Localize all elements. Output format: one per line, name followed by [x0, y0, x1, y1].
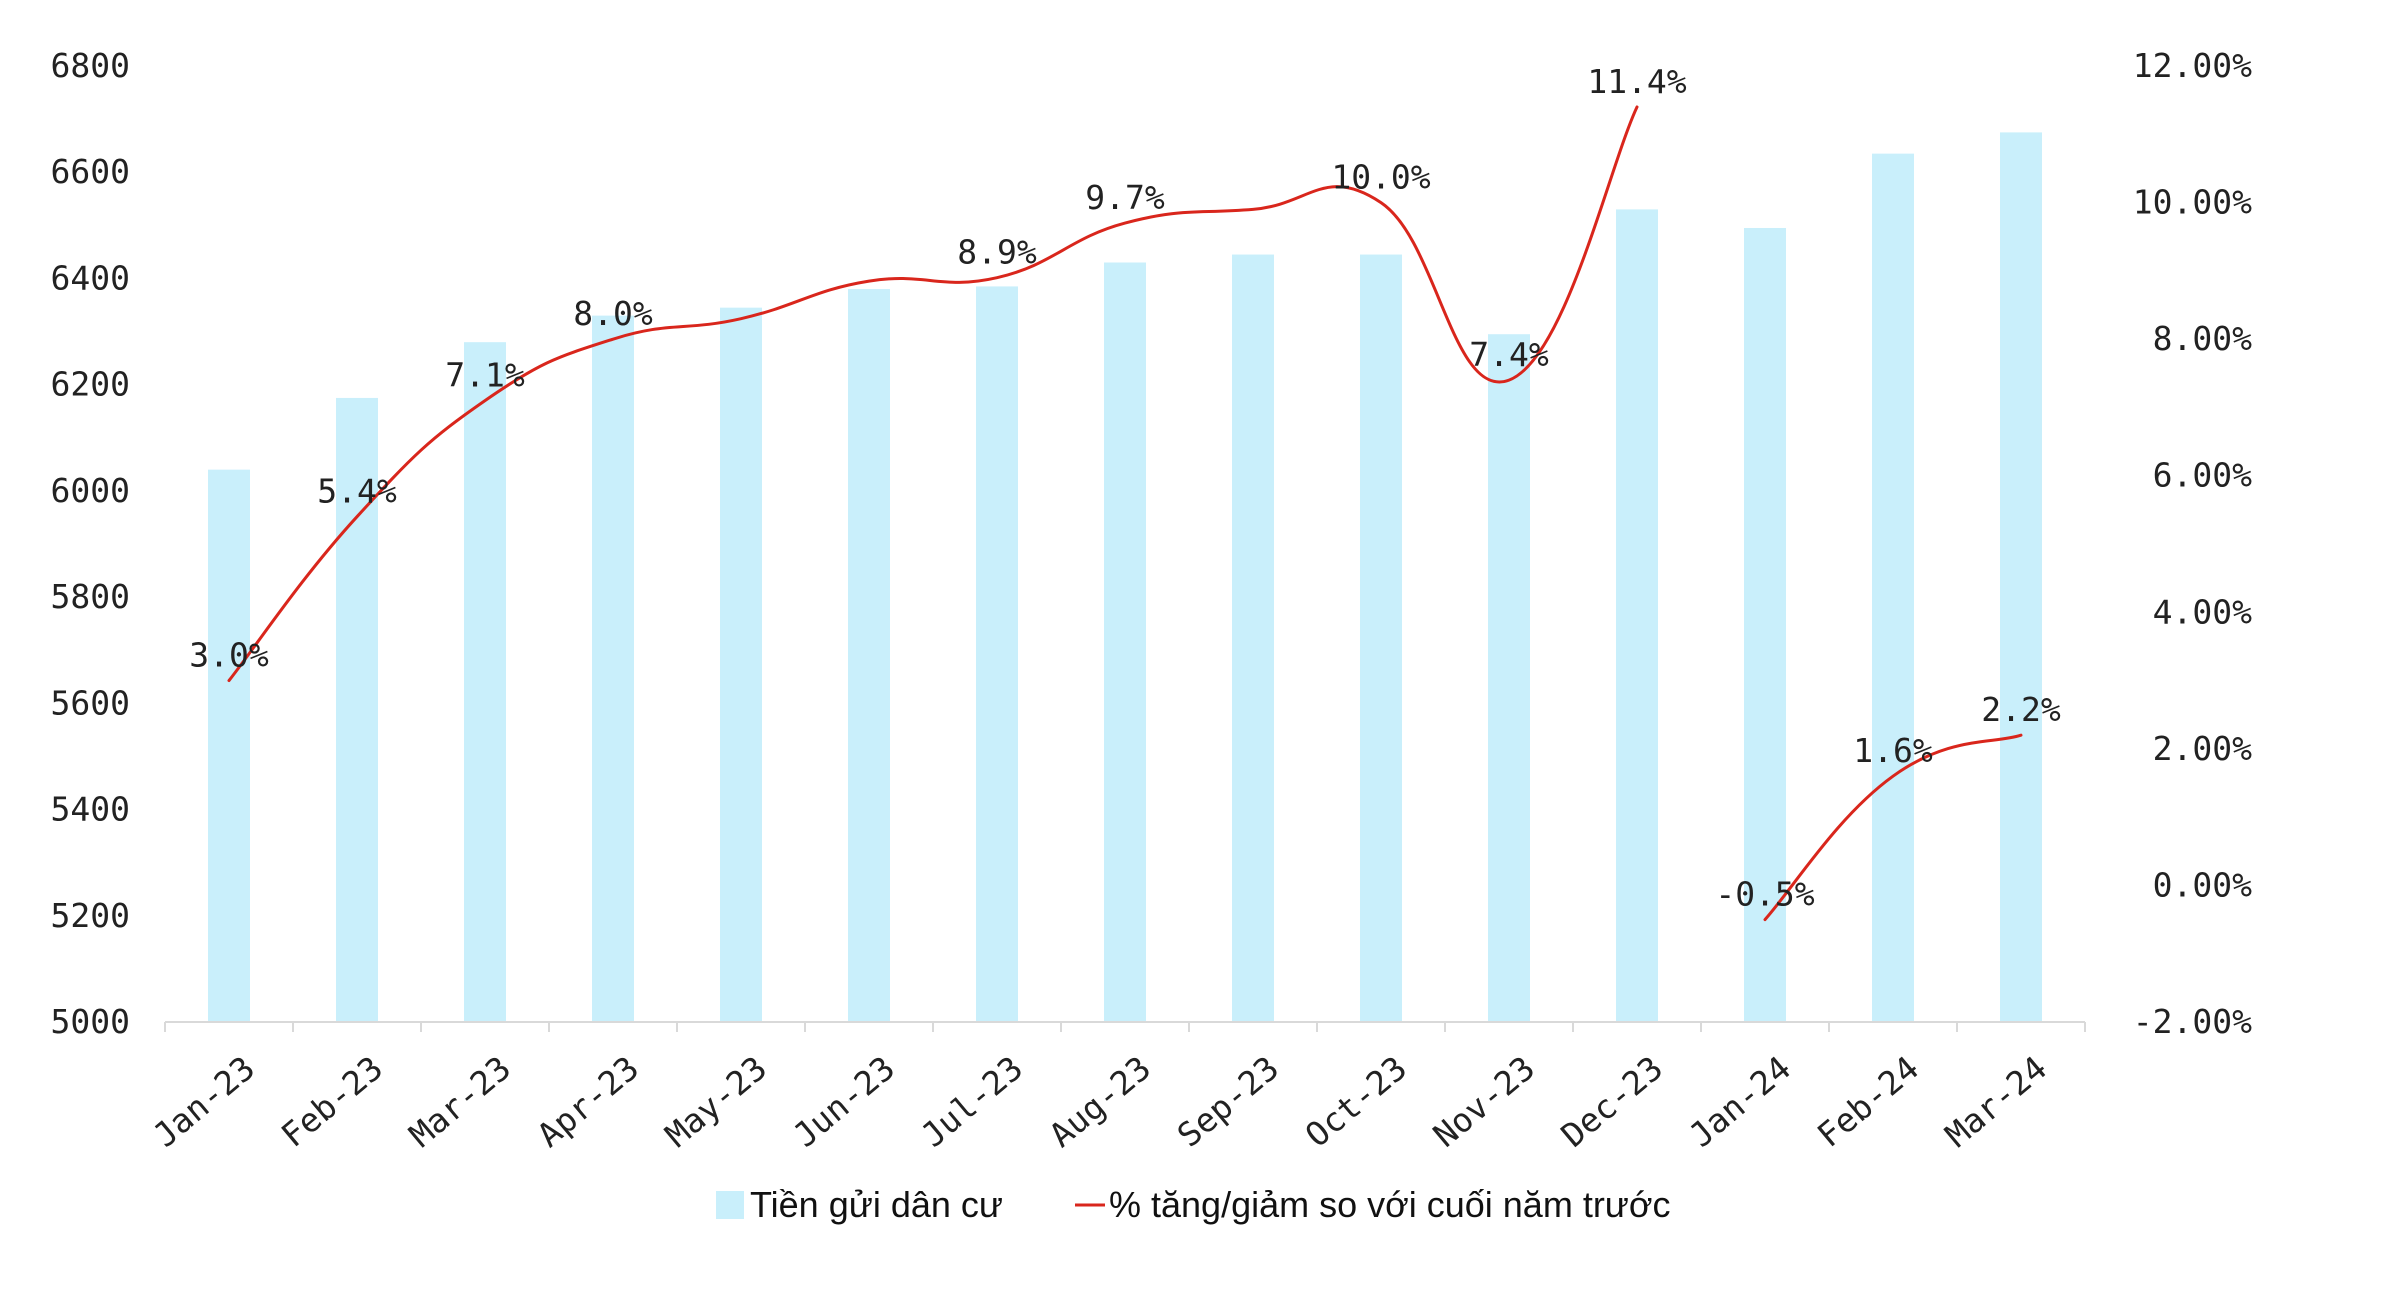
- line-series: [227, 105, 2023, 922]
- x-tick-label: Aug-23: [1042, 1048, 1158, 1155]
- line-data-labels: 3.0% 5.4% 7.1% 8.0% 8.9% 9.7% 10.0% 7.4% 11.4% -0…: [189, 62, 2061, 914]
- left-tick-label: 5200: [51, 896, 130, 935]
- bar-May-23: [720, 307, 762, 1023]
- x-tick-label: Feb-23: [274, 1048, 390, 1155]
- bar-Nov-23: [1488, 334, 1530, 1022]
- data-label-Feb-24: 1.6%: [1853, 731, 1933, 770]
- bar-Mar-23: [464, 342, 506, 1023]
- right-tick-label: 2.00%: [2153, 729, 2252, 768]
- x-tick-label: Jan-23: [146, 1048, 262, 1155]
- right-tick-label: 8.00%: [2153, 319, 2252, 358]
- data-label-Jan-24: -0.5%: [1715, 875, 1814, 914]
- x-tick-label: May-23: [658, 1048, 774, 1155]
- bar-Jan-23: [208, 469, 250, 1023]
- right-axis-ticks: -2.00% 0.00% 2.00% 4.00% 6.00% 8.00% 10.00% 12.…: [2133, 46, 2252, 1041]
- axes: [164, 1021, 2086, 1032]
- x-axis-ticks: Jan-23 Feb-23 Mar-23 Apr-23 May-23 Jun-23 Jul-…: [146, 1048, 2054, 1155]
- left-tick-label: 6400: [51, 258, 130, 297]
- left-tick-label: 5400: [51, 790, 130, 829]
- bar-Mar-24: [2000, 132, 2042, 1022]
- left-tick-label: 5800: [51, 577, 130, 616]
- right-tick-label: 4.00%: [2153, 592, 2252, 631]
- bar-Feb-24: [1872, 153, 1914, 1023]
- bar-Sep-23: [1232, 254, 1274, 1023]
- data-label-Oct-23: 10.0%: [1331, 158, 1430, 197]
- data-label-Feb-23: 5.4%: [317, 472, 397, 511]
- data-label-Dec-23: 11.4%: [1587, 62, 1686, 101]
- left-axis-ticks: 5000 5200 5400 5600 5800 6000 6200 6400 6600 6800: [51, 46, 130, 1041]
- legend-label-deposits: Tiền gửi dân cư: [750, 1184, 1003, 1225]
- data-label-Apr-23: 8.0%: [573, 294, 653, 333]
- legend: Tiền gửi dân cư % tăng/giảm so với cuối n…: [716, 1184, 1671, 1225]
- legend-bar-swatch: [716, 1191, 744, 1219]
- x-tick-label: Jan-24: [1682, 1048, 1798, 1155]
- right-tick-label: 12.00%: [2133, 46, 2252, 85]
- legend-label-growth: % tăng/giảm so với cuối năm trước: [1109, 1184, 1671, 1225]
- left-tick-label: 6000: [51, 471, 130, 510]
- bar-Jun-23: [848, 289, 890, 1023]
- x-tick-label: Feb-24: [1810, 1048, 1926, 1155]
- x-tick-label: Sep-23: [1170, 1048, 1286, 1155]
- bar-Dec-23: [1616, 209, 1658, 1022]
- x-tick-label: Apr-23: [530, 1048, 646, 1155]
- data-label-Jan-23: 3.0%: [189, 636, 269, 675]
- left-tick-label: 6600: [51, 152, 130, 191]
- right-tick-label: -2.00%: [2133, 1002, 2252, 1041]
- bar-Jan-24: [1744, 227, 1786, 1022]
- left-tick-label: 6800: [51, 46, 130, 85]
- data-label-Nov-23: 7.4%: [1469, 335, 1549, 374]
- right-tick-label: 10.00%: [2133, 183, 2252, 222]
- x-tick-label: Mar-24: [1938, 1048, 2054, 1155]
- left-tick-label: 5000: [51, 1002, 130, 1041]
- data-label-Aug-23: 9.7%: [1085, 178, 1165, 217]
- growth-line-segment-1: [227, 105, 1639, 683]
- x-tick-label: Mar-23: [402, 1048, 518, 1155]
- x-tick-label: Dec-23: [1554, 1048, 1670, 1155]
- data-label-Jul-23: 8.9%: [957, 233, 1037, 272]
- growth-line-segment-2: [1763, 733, 2023, 922]
- bar-Aug-23: [1104, 262, 1146, 1022]
- x-tick-label: Oct-23: [1298, 1048, 1414, 1155]
- x-tick-label: Jun-23: [786, 1048, 902, 1155]
- data-label-Mar-23: 7.1%: [445, 356, 525, 395]
- data-label-Mar-24: 2.2%: [1981, 690, 2061, 729]
- x-tick-label: Jul-23: [914, 1048, 1030, 1155]
- bar-Oct-23: [1360, 254, 1402, 1023]
- right-tick-label: 6.00%: [2153, 456, 2252, 495]
- bar-Apr-23: [592, 315, 634, 1023]
- right-tick-label: 0.00%: [2153, 865, 2252, 904]
- left-tick-label: 6200: [51, 365, 130, 404]
- x-tick-label: Nov-23: [1426, 1048, 1542, 1155]
- left-tick-label: 5600: [51, 683, 130, 722]
- bar-Jul-23: [976, 286, 1018, 1022]
